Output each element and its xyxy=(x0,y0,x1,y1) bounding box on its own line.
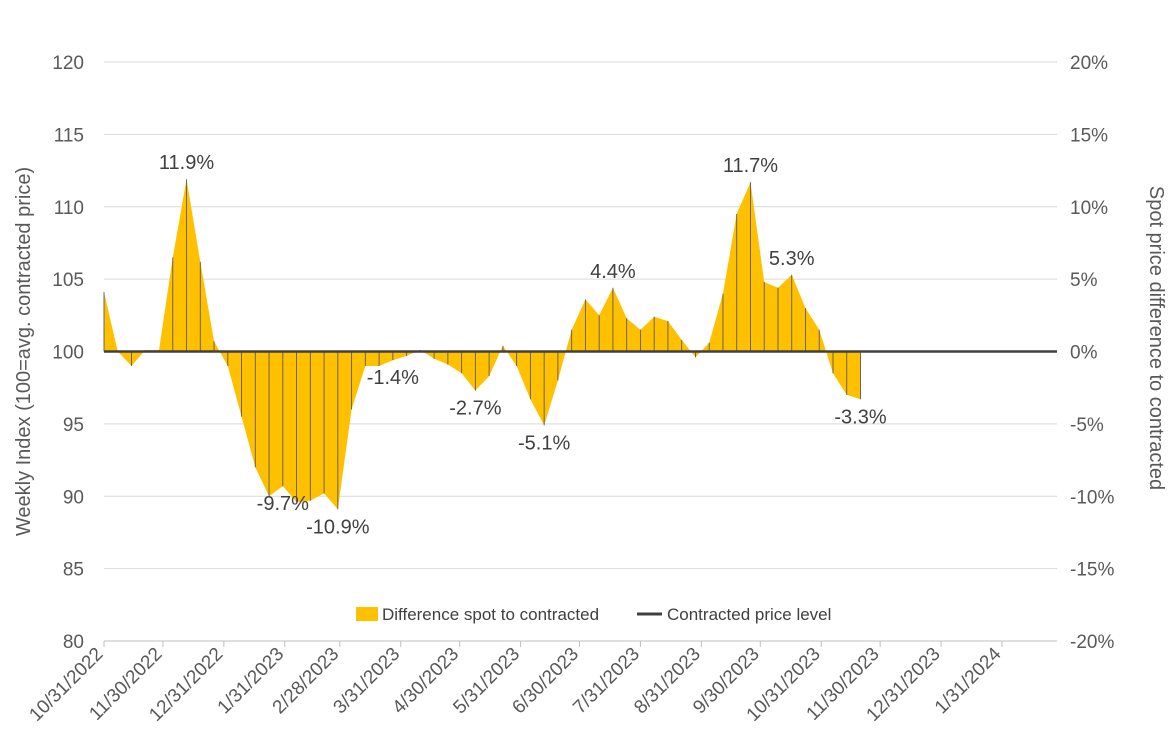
left-tick-label: 90 xyxy=(63,487,84,508)
data-label: 11.7% xyxy=(723,155,778,177)
data-label: -1.4% xyxy=(367,367,419,389)
right-axis-title: Spot price difference to contracted xyxy=(1145,186,1167,490)
right-tick-label: -5% xyxy=(1070,415,1104,436)
left-tick-label: 80 xyxy=(63,632,84,653)
legend-swatch-difference xyxy=(356,607,378,621)
difference-area-fill xyxy=(104,179,861,510)
data-label: -10.9% xyxy=(306,516,370,538)
data-label: 11.9% xyxy=(159,152,214,174)
legend-label-contracted: Contracted price level xyxy=(667,605,831,624)
left-tick-label: 120 xyxy=(52,53,84,74)
difference-area xyxy=(103,179,861,510)
left-axis-title: Weekly Index (100=avg. contracted price) xyxy=(13,167,35,536)
data-label: 5.3% xyxy=(769,248,815,270)
right-tick-label: 0% xyxy=(1070,343,1098,364)
right-tick-label: -20% xyxy=(1070,632,1114,653)
legend: Difference spot to contracted Contracted… xyxy=(356,605,831,624)
data-label: -2.7% xyxy=(449,398,501,420)
data-label: -5.1% xyxy=(518,432,570,454)
data-label: -3.3% xyxy=(834,406,886,428)
right-tick-label: 10% xyxy=(1070,198,1108,219)
left-tick-label: 115 xyxy=(54,125,84,146)
left-tick-label: 110 xyxy=(54,198,84,219)
data-label: -9.7% xyxy=(257,493,309,515)
data-labels: 11.9% -9.7%-10.9% -1.4% -2.7% -5.1% 4.4% 11.7%… xyxy=(159,152,887,538)
right-tick-label: 5% xyxy=(1070,270,1098,291)
right-tick-label: 15% xyxy=(1070,125,1108,146)
x-tick-label: 1/31/2024 xyxy=(931,643,1006,718)
left-tick-label: 95 xyxy=(63,415,84,436)
right-tick-label: -15% xyxy=(1070,560,1114,581)
right-tick-label: 20% xyxy=(1070,53,1108,74)
left-tick-label: 105 xyxy=(52,270,84,291)
data-label: 4.4% xyxy=(590,261,636,283)
right-tick-label: -10% xyxy=(1070,487,1114,508)
legend-label-difference: Difference spot to contracted xyxy=(382,605,599,624)
left-tick-label: 100 xyxy=(52,343,84,364)
left-tick-label: 85 xyxy=(63,560,84,581)
